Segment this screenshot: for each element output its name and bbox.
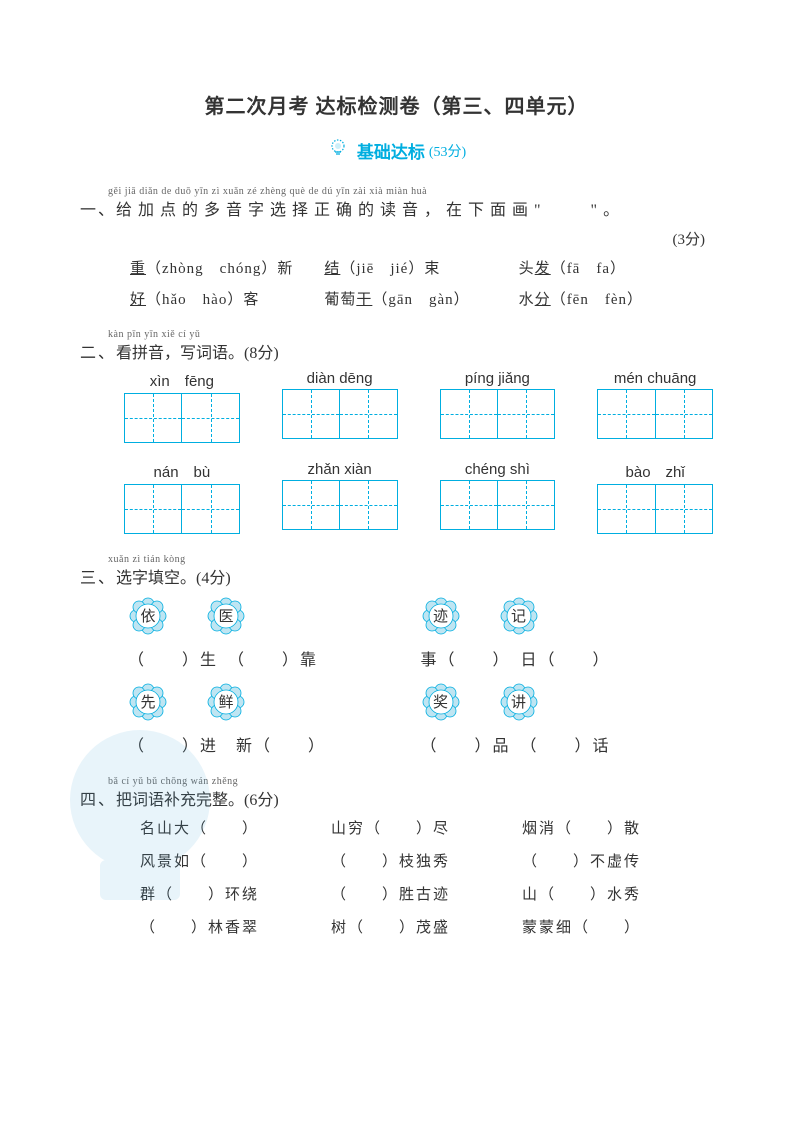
polyphone-row: 好（hǎo hào）客葡萄干（gān gàn）水分（fēn fèn）: [130, 288, 713, 309]
pinyin-label: nán bù: [124, 461, 240, 482]
polyphone-row: 重（zhòng chóng）新结（jiē jié）束头发（fā fa）: [130, 257, 713, 278]
completion-item: 树（ ）茂盛: [331, 916, 522, 937]
q4-num: 四、: [80, 792, 116, 809]
char-grid[interactable]: [440, 480, 556, 530]
flower-badge: 先: [128, 682, 168, 722]
flower-badge: 迹: [421, 596, 461, 636]
fill-row: （ ）生 （ ）靠事（ ） 日（ ）: [128, 646, 713, 670]
char-grid[interactable]: [282, 480, 398, 530]
pinyin-item: píng jiǎng: [440, 370, 556, 443]
completion-item: （ ）枝独秀: [331, 850, 522, 871]
completion-item: 烟消（ ）散: [522, 817, 713, 838]
char-grid[interactable]: [124, 484, 240, 534]
q3-score: (4分): [196, 570, 231, 587]
page-title: 第二次月考 达标检测卷（第三、四单元）: [80, 90, 713, 119]
char-grid[interactable]: [597, 389, 713, 439]
flower-badge: 讲: [499, 682, 539, 722]
polyphone-item: 重（zhòng chóng）新: [130, 257, 324, 278]
polyphone-item: 结（jiē jié）束: [324, 257, 518, 278]
q1-head: 一、给加点的多音字选择正确的读音，在下面画" "。: [80, 198, 713, 224]
completion-item: 山穷（ ）尽: [331, 817, 522, 838]
q1-text: 给加点的多音字选择正确的读音，在下面画" "。: [116, 202, 625, 219]
flower-badge: 鲜: [206, 682, 246, 722]
badge-score: (53分): [429, 141, 466, 161]
char-grid[interactable]: [440, 389, 556, 439]
polyphone-item: 好（hǎo hào）客: [130, 288, 324, 309]
q2-num: 二、: [80, 345, 116, 362]
polyphone-item: 头发（fā fa）: [519, 257, 713, 278]
pinyin-item: mén chuāng: [597, 370, 713, 443]
completion-item: （ ）胜古迹: [331, 883, 522, 904]
badge-text: 基础达标: [357, 138, 425, 163]
flower-badge: 奖: [421, 682, 461, 722]
q3-ruby: xuǎn zì tián kòng: [108, 554, 713, 565]
pinyin-item: diàn dēng: [282, 370, 398, 443]
pinyin-label: chéng shì: [440, 461, 556, 478]
pinyin-item: zhǎn xiàn: [282, 461, 398, 534]
choice-pair-row: 依医 迹记: [128, 596, 713, 636]
q2-text: 看拼音，写词语。: [116, 345, 244, 362]
flower-badge: 依: [128, 596, 168, 636]
pinyin-item: nán bù: [124, 461, 240, 534]
completion-item: 山（ ）水秀: [522, 883, 713, 904]
q4-score: (6分): [244, 792, 279, 809]
q3-text: 选字填空。: [116, 570, 196, 587]
q2-ruby: kàn pīn yīn xiě cí yǔ: [108, 329, 713, 340]
q4-body: 名山大（ ）山穷（ ）尽烟消（ ）散风景如（ ）（ ）枝独秀（ ）不虚传群（ ）…: [80, 817, 713, 937]
q3-body: 依医 迹记 （ ）生 （ ）靠事（ ） 日（ ） 先鲜 奖讲 （ ）进 新（ ）（ ）品 …: [80, 596, 713, 756]
completion-item: （ ）不虚传: [522, 850, 713, 871]
pinyin-label: zhǎn xiàn: [282, 461, 398, 478]
q2-row1: xìn fēng diàn dēng píng jiǎng mén chuāng: [124, 370, 713, 443]
completion-row: （ ）林香翠树（ ）茂盛蒙蒙细（ ）: [140, 916, 713, 937]
q4-ruby: bǎ cí yǔ bǔ chōng wán zhěng: [108, 776, 713, 787]
q3-num: 三、: [80, 570, 116, 587]
pinyin-item: bào zhǐ: [597, 461, 713, 534]
completion-item: 蒙蒙细（ ）: [522, 916, 713, 937]
completion-row: 名山大（ ）山穷（ ）尽烟消（ ）散: [140, 817, 713, 838]
polyphone-item: 水分（fēn fèn）: [519, 288, 713, 309]
polyphone-item: 葡萄干（gān gàn）: [324, 288, 518, 309]
flower-badge: 记: [499, 596, 539, 636]
pinyin-item: xìn fēng: [124, 370, 240, 443]
completion-row: 群（ ）环绕（ ）胜古迹山（ ）水秀: [140, 883, 713, 904]
q4-text: 把词语补充完整。: [116, 792, 244, 809]
flower-badge: 医: [206, 596, 246, 636]
completion-item: （ ）林香翠: [140, 916, 331, 937]
choice-pair-row: 先鲜 奖讲: [128, 682, 713, 722]
pinyin-label: píng jiǎng: [440, 370, 556, 387]
q2-score: (8分): [244, 345, 279, 362]
completion-item: 群（ ）环绕: [140, 883, 331, 904]
section-badge: 基础达标 (53分): [80, 137, 713, 164]
q1-ruby: gěi jiā diǎn de duō yīn zì xuǎn zé zhèng…: [108, 186, 713, 197]
fill-row: （ ）进 新（ ）（ ）品 （ ）话: [128, 732, 713, 756]
q1-score: (3分): [80, 228, 713, 249]
pinyin-label: mén chuāng: [597, 370, 713, 387]
completion-item: 风景如（ ）: [140, 850, 331, 871]
q2-row2: nán bù zhǎn xiàn chéng shì bào zhǐ: [124, 461, 713, 534]
completion-item: 名山大（ ）: [140, 817, 331, 838]
q2-head: 二、看拼音，写词语。(8分): [80, 341, 713, 367]
pinyin-label: bào zhǐ: [597, 461, 713, 482]
lightbulb-icon: [327, 137, 349, 164]
char-grid[interactable]: [597, 484, 713, 534]
pinyin-label: diàn dēng: [282, 370, 398, 387]
q1-body: 重（zhòng chóng）新结（jiē jié）束头发（fā fa） 好（hǎo…: [80, 257, 713, 309]
pinyin-item: chéng shì: [440, 461, 556, 534]
completion-row: 风景如（ ）（ ）枝独秀（ ）不虚传: [140, 850, 713, 871]
char-grid[interactable]: [124, 393, 240, 443]
q3-head: 三、选字填空。(4分): [80, 566, 713, 592]
q1-num: 一、: [80, 202, 116, 219]
pinyin-label: xìn fēng: [124, 370, 240, 391]
char-grid[interactable]: [282, 389, 398, 439]
q4-head: 四、把词语补充完整。(6分): [80, 788, 713, 814]
